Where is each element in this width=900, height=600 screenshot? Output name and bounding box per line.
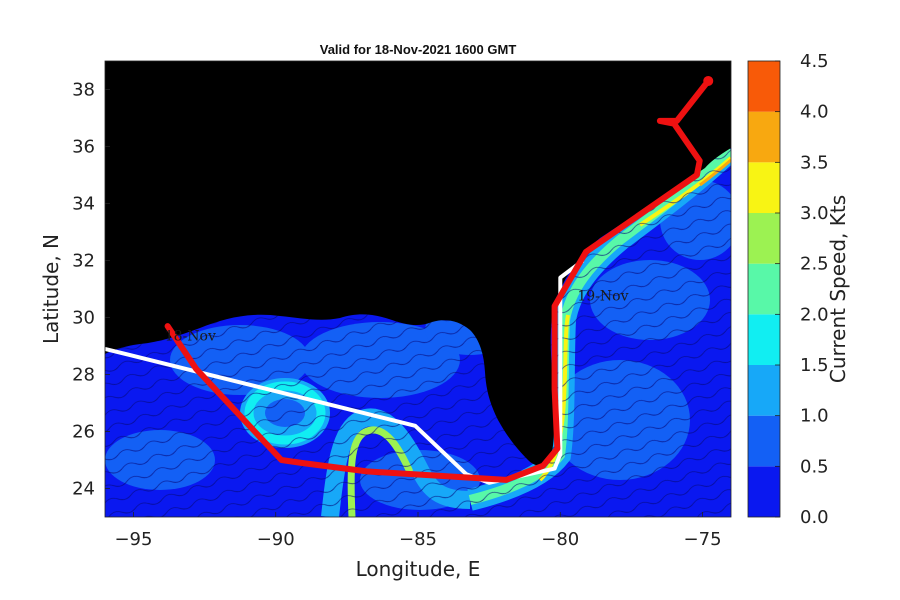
colorbar-tick-label: 4.0 (800, 102, 829, 123)
colorbar-ticks: 0.0 0.5 1.0 1.5 2.0 2.5 3.0 3.5 4.0 4.5 (775, 51, 829, 528)
y-tick-label: 36 (72, 137, 95, 158)
colorbar-tick-label: 1.5 (800, 355, 829, 376)
y-tick-label: 32 (72, 251, 95, 272)
route-end-marker (703, 75, 714, 86)
colorbar-tick-label: 4.5 (800, 51, 829, 72)
y-axis-label: Latitude, N (39, 234, 63, 344)
y-tick-label: 34 (72, 194, 95, 215)
y-tick-label: 28 (72, 365, 95, 386)
colorbar-bin (748, 162, 780, 213)
x-tick-label: −75 (684, 529, 722, 550)
map-title: Valid for 18-Nov-2021 1600 GMT (320, 42, 517, 57)
colorbar-tick-label: 3.0 (800, 203, 829, 224)
land-mass (105, 61, 731, 466)
colorbar-tick-label: 0.0 (800, 507, 829, 528)
x-tick-label: −80 (541, 529, 579, 550)
actual-route-red (164, 78, 712, 483)
colorbar-tick-label: 0.5 (800, 456, 829, 477)
x-tick-label: −85 (399, 529, 437, 550)
map-annotation-mid-date: 19-Nov (577, 288, 628, 304)
x-tick-label: −95 (114, 529, 152, 550)
colorbar-tick-label: 2.0 (800, 304, 829, 325)
y-tick-label: 26 (72, 422, 95, 443)
colorbar-bin (748, 111, 780, 163)
x-axis-ticks: −95 −90 −85 −80 −75 (114, 512, 722, 550)
colorbar-tick-label: 3.5 (800, 152, 829, 173)
colorbar-tick-label: 1.0 (800, 406, 829, 427)
y-tick-label: 38 (72, 80, 95, 101)
colorbar-bin (748, 466, 780, 517)
y-tick-label: 24 (72, 479, 95, 500)
colorbar-bin (748, 314, 780, 365)
colorbar-bin (748, 213, 780, 264)
x-axis-label: Longitude, E (356, 557, 481, 581)
colorbar-bin (748, 365, 780, 416)
colorbar-bin (748, 263, 780, 315)
map-plot-area: 18-Nov 19-Nov (105, 61, 731, 517)
colorbar-bin (748, 415, 780, 467)
colorbar-bin (748, 61, 780, 112)
y-tick-label: 30 (72, 308, 95, 329)
colorbar-tick-label: 2.5 (800, 254, 829, 275)
colorbar-label: Current Speed, Kts (826, 195, 850, 383)
x-tick-label: −90 (257, 529, 295, 550)
colorbar (748, 61, 780, 517)
colorbar-frame (747, 60, 781, 518)
map-annotation-start-date: 18-Nov (165, 328, 216, 344)
y-axis-ticks: 24 26 28 30 32 34 36 38 (72, 80, 110, 500)
